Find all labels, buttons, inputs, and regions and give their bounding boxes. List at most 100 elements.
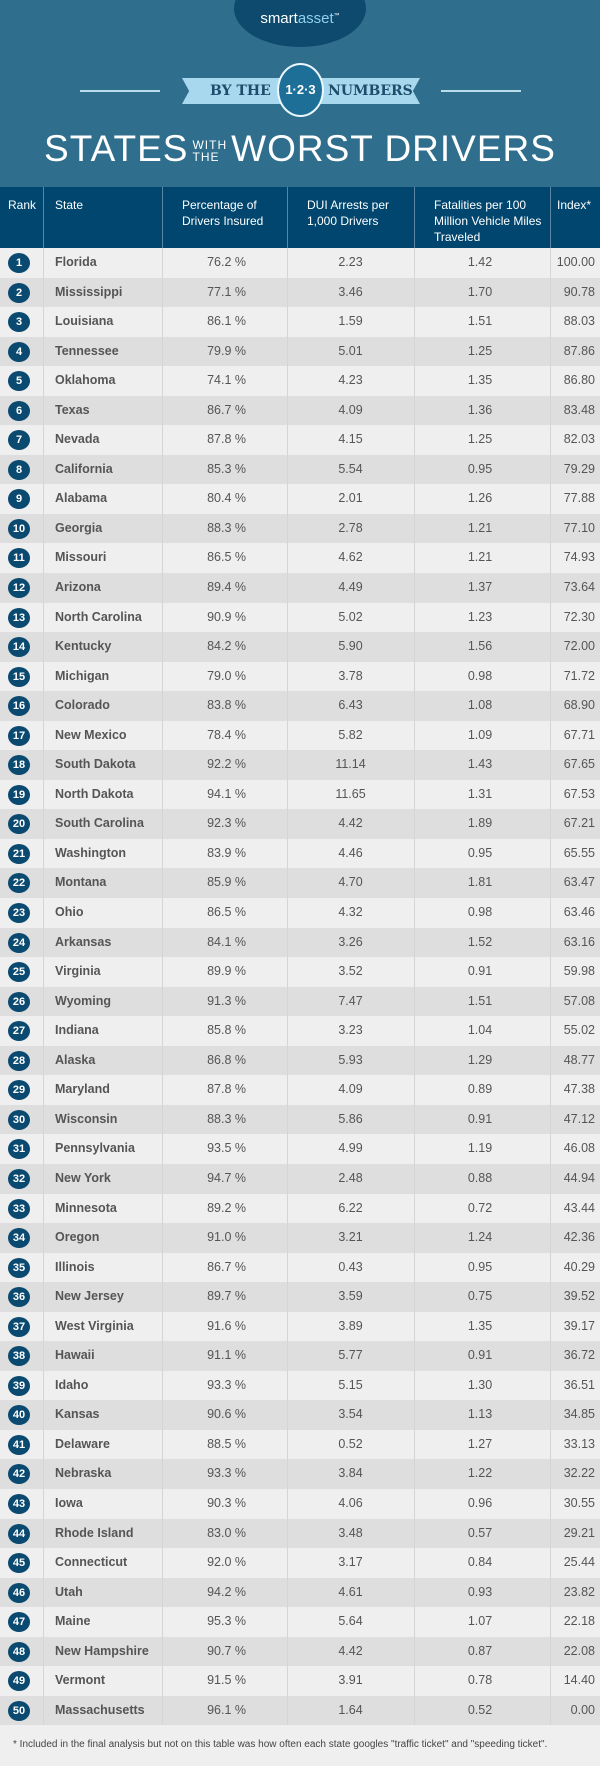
insured-value: 86.5 % [207,905,246,920]
dui-value: 4.42 [338,816,363,831]
insured-value: 91.1 % [207,1348,246,1363]
divider [414,632,415,662]
table-row: 36 New Jersey 89.7 % 3.59 0.75 39.52 [0,1282,600,1312]
divider [43,1370,44,1401]
divider [287,1370,288,1401]
rank-badge: 7 [8,430,30,451]
index-value: 29.21 [563,1525,595,1540]
divider [162,927,163,958]
divider [287,779,288,810]
divider [550,986,551,1017]
rank-badge: 5 [8,371,30,392]
divider [162,691,163,721]
index-value: 77.10 [563,520,595,535]
table-row: 44 Rhode Island 83.0 % 3.48 0.57 29.21 [0,1518,600,1549]
divider [414,1488,415,1519]
insured-value: 90.7 % [207,1643,246,1658]
state-name: South Dakota [55,757,136,772]
index-value: 68.90 [563,698,595,713]
divider [550,1045,551,1076]
divider [43,248,44,278]
divider [287,543,288,574]
rank-badge: 15 [8,666,30,687]
divider [550,277,551,308]
divider [287,277,288,308]
divider [414,484,415,514]
table-row: 25 Virginia 89.9 % 3.52 0.91 59.98 [0,957,600,987]
index-value: 33.13 [563,1436,595,1451]
divider [43,632,44,662]
insured-value: 89.7 % [207,1289,246,1304]
state-name: Minnesota [55,1200,117,1215]
rank-badge: 33 [8,1198,30,1219]
divider [550,720,551,751]
divider [287,1016,288,1046]
divider [550,366,551,396]
divider [162,602,163,633]
divider [162,1459,163,1489]
insured-value: 92.0 % [207,1555,246,1570]
title-part1: STATES [44,128,189,169]
divider [162,1193,163,1224]
dui-value: 4.46 [338,845,363,860]
divider [43,425,44,455]
rank-badge: 12 [8,578,30,599]
trademark: ™ [333,13,340,19]
index-value: 79.29 [563,461,595,476]
dui-value: 4.99 [338,1141,363,1156]
rank-badge: 13 [8,607,30,628]
divider [414,1429,415,1460]
divider [550,307,551,337]
table-row: 19 North Dakota 94.1 % 11.65 1.31 67.53 [0,779,600,810]
divider [43,1045,44,1076]
insured-value: 86.8 % [207,1052,246,1067]
divider [43,1636,44,1667]
divider [287,1252,288,1283]
insured-value: 79.9 % [207,343,246,358]
state-name: New Jersey [55,1289,124,1304]
dui-value: 5.64 [338,1614,363,1629]
divider [287,750,288,780]
divider [414,1193,415,1224]
fatalities-value: 1.26 [467,491,493,506]
divider [162,720,163,751]
divider [414,1016,415,1046]
dui-value: 0.52 [338,1436,363,1451]
fatalities-value: 1.08 [467,698,493,713]
rank-badge: 8 [8,459,30,480]
dui-value: 7.47 [338,993,363,1008]
insured-value: 93.3 % [207,1377,246,1392]
insured-value: 88.3 % [207,1111,246,1126]
insured-value: 85.3 % [207,461,246,476]
divider [550,602,551,633]
divider [414,1104,415,1135]
insured-value: 96.1 % [207,1702,246,1717]
divider [287,484,288,514]
divider [287,1518,288,1549]
divider [414,1311,415,1342]
rank-badge: 23 [8,903,30,924]
divider [550,484,551,514]
divider [43,307,44,337]
insured-value: 89.2 % [207,1200,246,1215]
rank-badge: 47 [8,1612,30,1633]
dui-value: 3.89 [338,1318,363,1333]
rank-badge: 20 [8,814,30,835]
divider [43,1459,44,1489]
divider [287,957,288,987]
rank-badge: 22 [8,873,30,894]
divider [550,1311,551,1342]
table-row: 22 Montana 85.9 % 4.70 1.81 63.47 [0,868,600,899]
insured-value: 92.2 % [207,757,246,772]
table-row: 37 West Virginia 91.6 % 3.89 1.35 39.17 [0,1311,600,1342]
divider [550,1341,551,1371]
rank-badge: 16 [8,696,30,717]
divider [43,1666,44,1696]
divider [550,454,551,485]
divider [43,1400,44,1430]
divider [414,1400,415,1430]
divider [287,513,288,544]
state-name: Illinois [55,1259,95,1274]
index-value: 88.03 [563,314,595,329]
dui-value: 5.15 [338,1377,363,1392]
